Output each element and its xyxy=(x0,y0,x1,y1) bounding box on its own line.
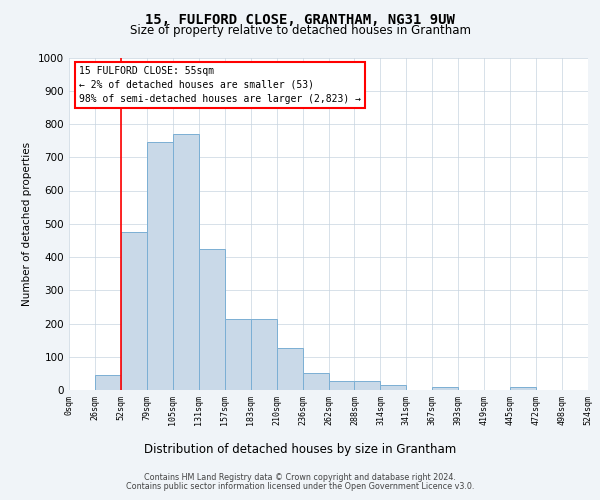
Bar xyxy=(95,375,121,390)
Text: Contains HM Land Registry data © Crown copyright and database right 2024.: Contains HM Land Registry data © Crown c… xyxy=(144,472,456,482)
Bar xyxy=(251,318,277,390)
Bar xyxy=(277,348,302,390)
Text: Size of property relative to detached houses in Grantham: Size of property relative to detached ho… xyxy=(130,24,470,37)
Text: Contains public sector information licensed under the Open Government Licence v3: Contains public sector information licen… xyxy=(126,482,474,491)
Bar xyxy=(510,388,536,390)
Y-axis label: Number of detached properties: Number of detached properties xyxy=(22,142,32,306)
Bar xyxy=(147,142,173,390)
Bar xyxy=(199,248,224,390)
Text: Distribution of detached houses by size in Grantham: Distribution of detached houses by size … xyxy=(144,442,456,456)
Bar xyxy=(380,385,406,390)
Bar xyxy=(355,381,380,390)
Bar xyxy=(433,388,458,390)
Bar xyxy=(225,318,251,390)
Text: 15, FULFORD CLOSE, GRANTHAM, NG31 9UW: 15, FULFORD CLOSE, GRANTHAM, NG31 9UW xyxy=(145,12,455,26)
Bar xyxy=(121,232,147,390)
Bar xyxy=(329,381,355,390)
Bar xyxy=(173,134,199,390)
Bar xyxy=(302,374,329,390)
Text: 15 FULFORD CLOSE: 55sqm
← 2% of detached houses are smaller (53)
98% of semi-det: 15 FULFORD CLOSE: 55sqm ← 2% of detached… xyxy=(79,66,361,104)
